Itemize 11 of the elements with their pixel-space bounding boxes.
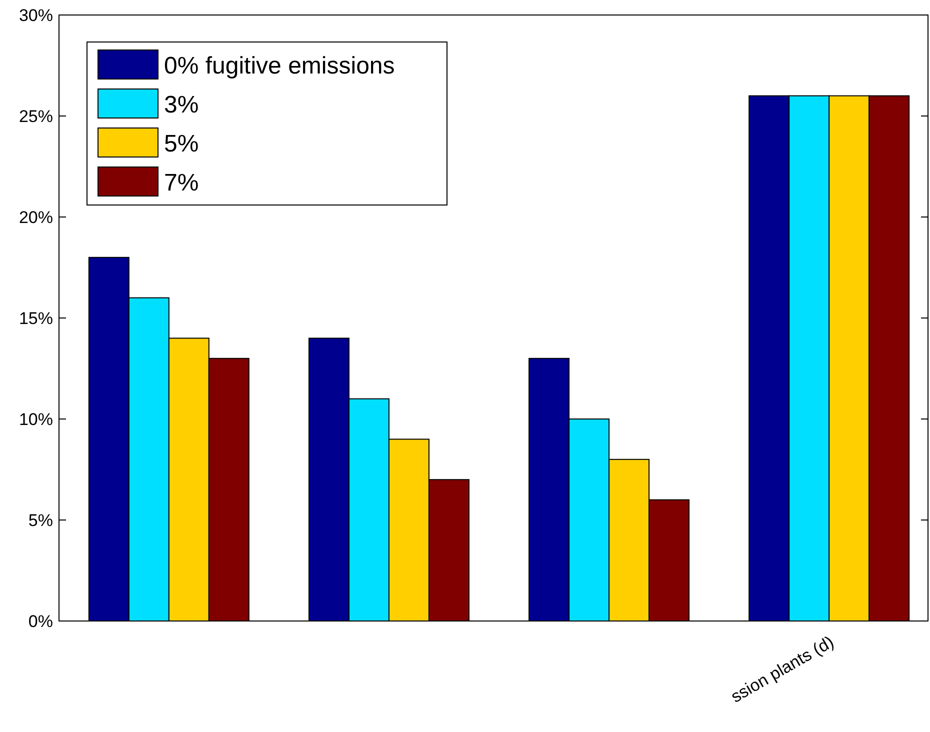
- legend-label: 5%: [164, 130, 199, 158]
- y-tick-label: 25%: [18, 106, 53, 126]
- y-tick-label: 5%: [28, 510, 53, 530]
- legend-label: 7%: [164, 169, 199, 196]
- y-tick-label: 20%: [18, 208, 53, 227]
- y-tick-label: 0%: [28, 612, 53, 631]
- y-tick-label: 30%: [18, 6, 53, 25]
- y-tick-label: 10%: [18, 410, 53, 429]
- y-tick-label: 15%: [18, 308, 53, 328]
- legend-label: 3%: [164, 91, 199, 118]
- legend-label: 0% fugitive emissions: [164, 52, 395, 80]
